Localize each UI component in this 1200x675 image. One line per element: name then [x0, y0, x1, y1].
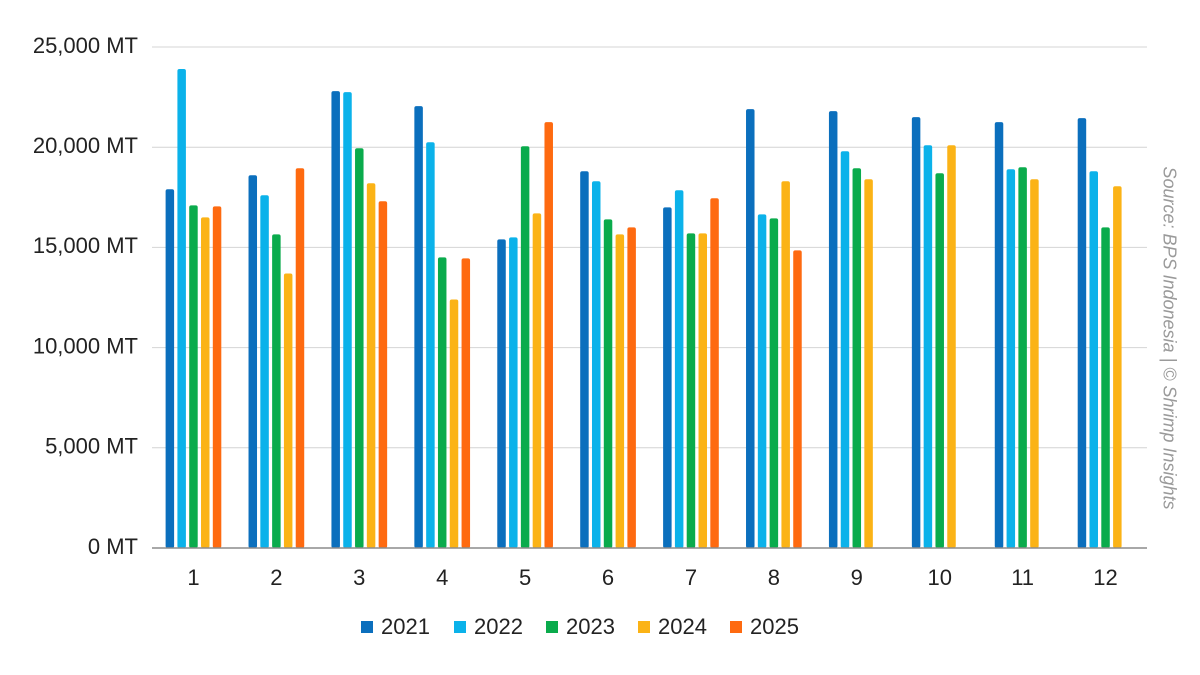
bar-2021-11 [994, 122, 1004, 549]
bar-2024-2 [283, 273, 293, 548]
legend-swatch-2023 [546, 621, 558, 633]
x-tick-label: 11 [1011, 565, 1034, 590]
bar-2021-4 [414, 106, 423, 549]
y-tick-label: 25,000 MT [33, 33, 138, 58]
bar-2023-8 [769, 218, 779, 549]
bar-2024-8 [781, 181, 790, 548]
bar-2021-12 [1077, 118, 1087, 548]
bar-2021-3 [331, 91, 340, 548]
y-tick-label: 20,000 MT [33, 133, 138, 158]
x-tick-label: 9 [851, 565, 863, 590]
x-tick-label: 6 [602, 565, 614, 590]
bar-2023-7 [686, 233, 696, 548]
bar-2025-6 [627, 227, 636, 549]
bar-2025-2 [295, 168, 305, 548]
bar-2023-9 [852, 168, 862, 548]
bar-2024-11 [1030, 179, 1039, 548]
bar-2022-7 [674, 190, 684, 548]
bar-2024-5 [532, 213, 542, 548]
gridlines [152, 46, 1147, 449]
bar-2022-8 [757, 214, 767, 549]
bar-2025-1 [212, 206, 222, 548]
bar-2023-11 [1018, 167, 1027, 549]
bar-2023-3 [355, 148, 364, 548]
bar-2021-8 [746, 109, 755, 549]
bar-2021-2 [248, 175, 258, 549]
x-tick-label: 5 [519, 565, 531, 590]
x-axis-ticks: 1 2 3 4 5 6 7 8 9 10 11 12 [187, 565, 1117, 590]
x-tick-label: 7 [685, 565, 697, 590]
bar-2021-5 [497, 239, 506, 548]
bars [165, 69, 1122, 549]
y-tick-label: 15,000 MT [33, 233, 138, 258]
bar-2022-5 [509, 237, 518, 548]
legend: 2021 2022 2023 2024 2025 [361, 614, 799, 639]
bar-2023-10 [935, 173, 944, 548]
bar-2024-7 [698, 233, 708, 548]
bar-2024-10 [947, 145, 956, 549]
bar-2023-5 [520, 146, 530, 548]
bar-2022-2 [260, 195, 269, 548]
x-tick-label: 12 [1093, 565, 1117, 590]
source-note: Source: BPS Indonesia | © Shrimp Insight… [1159, 166, 1179, 509]
y-tick-label: 10,000 MT [33, 333, 138, 358]
y-axis-ticks: 0 MT 5,000 MT 10,000 MT 15,000 MT 20,000 MT 2… [33, 33, 138, 559]
bar-2025-3 [378, 201, 388, 549]
bar-2021-7 [663, 207, 672, 548]
legend-label-2024: 2024 [658, 614, 707, 639]
bar-2023-6 [603, 219, 613, 548]
bar-2022-3 [343, 92, 352, 548]
legend-label-2022: 2022 [474, 614, 523, 639]
legend-swatch-2021 [361, 621, 373, 633]
legend-swatch-2025 [730, 621, 742, 633]
legend-label-2023: 2023 [566, 614, 615, 639]
bar-2025-7 [710, 198, 719, 548]
bar-2022-10 [923, 145, 933, 549]
x-tick-label: 3 [353, 565, 365, 590]
bar-2023-2 [272, 234, 281, 548]
bar-2021-1 [165, 189, 175, 548]
bar-2022-6 [591, 181, 601, 548]
bar-2024-3 [366, 183, 376, 548]
bar-2023-4 [437, 257, 447, 548]
x-tick-label: 4 [436, 565, 448, 590]
bar-2025-8 [793, 250, 802, 548]
bar-2021-9 [828, 111, 838, 549]
legend-swatch-2022 [454, 621, 466, 633]
bar-2021-6 [580, 171, 589, 549]
x-tick-label: 1 [187, 565, 199, 590]
bar-2024-12 [1113, 186, 1122, 548]
y-tick-label: 0 MT [88, 534, 138, 559]
x-tick-label: 2 [270, 565, 282, 590]
bar-2024-4 [449, 299, 459, 548]
x-tick-label: 10 [927, 565, 951, 590]
legend-swatch-2024 [638, 621, 650, 633]
bar-2022-4 [426, 142, 435, 548]
bar-2022-9 [840, 151, 850, 548]
bar-2022-12 [1089, 171, 1098, 549]
bar-2025-4 [461, 258, 471, 548]
bar-2022-11 [1006, 169, 1016, 548]
y-tick-label: 5,000 MT [45, 434, 138, 459]
bar-2023-1 [189, 205, 198, 549]
bar-2024-9 [864, 179, 873, 548]
legend-label-2021: 2021 [381, 614, 430, 639]
bar-2023-12 [1101, 227, 1110, 549]
bar-2025-5 [544, 122, 553, 549]
bar-2024-1 [201, 217, 210, 548]
bar-2022-1 [177, 69, 186, 548]
legend-label-2025: 2025 [750, 614, 799, 639]
x-tick-label: 8 [768, 565, 780, 590]
bar-2021-10 [911, 117, 921, 548]
bar-2024-6 [615, 234, 625, 548]
